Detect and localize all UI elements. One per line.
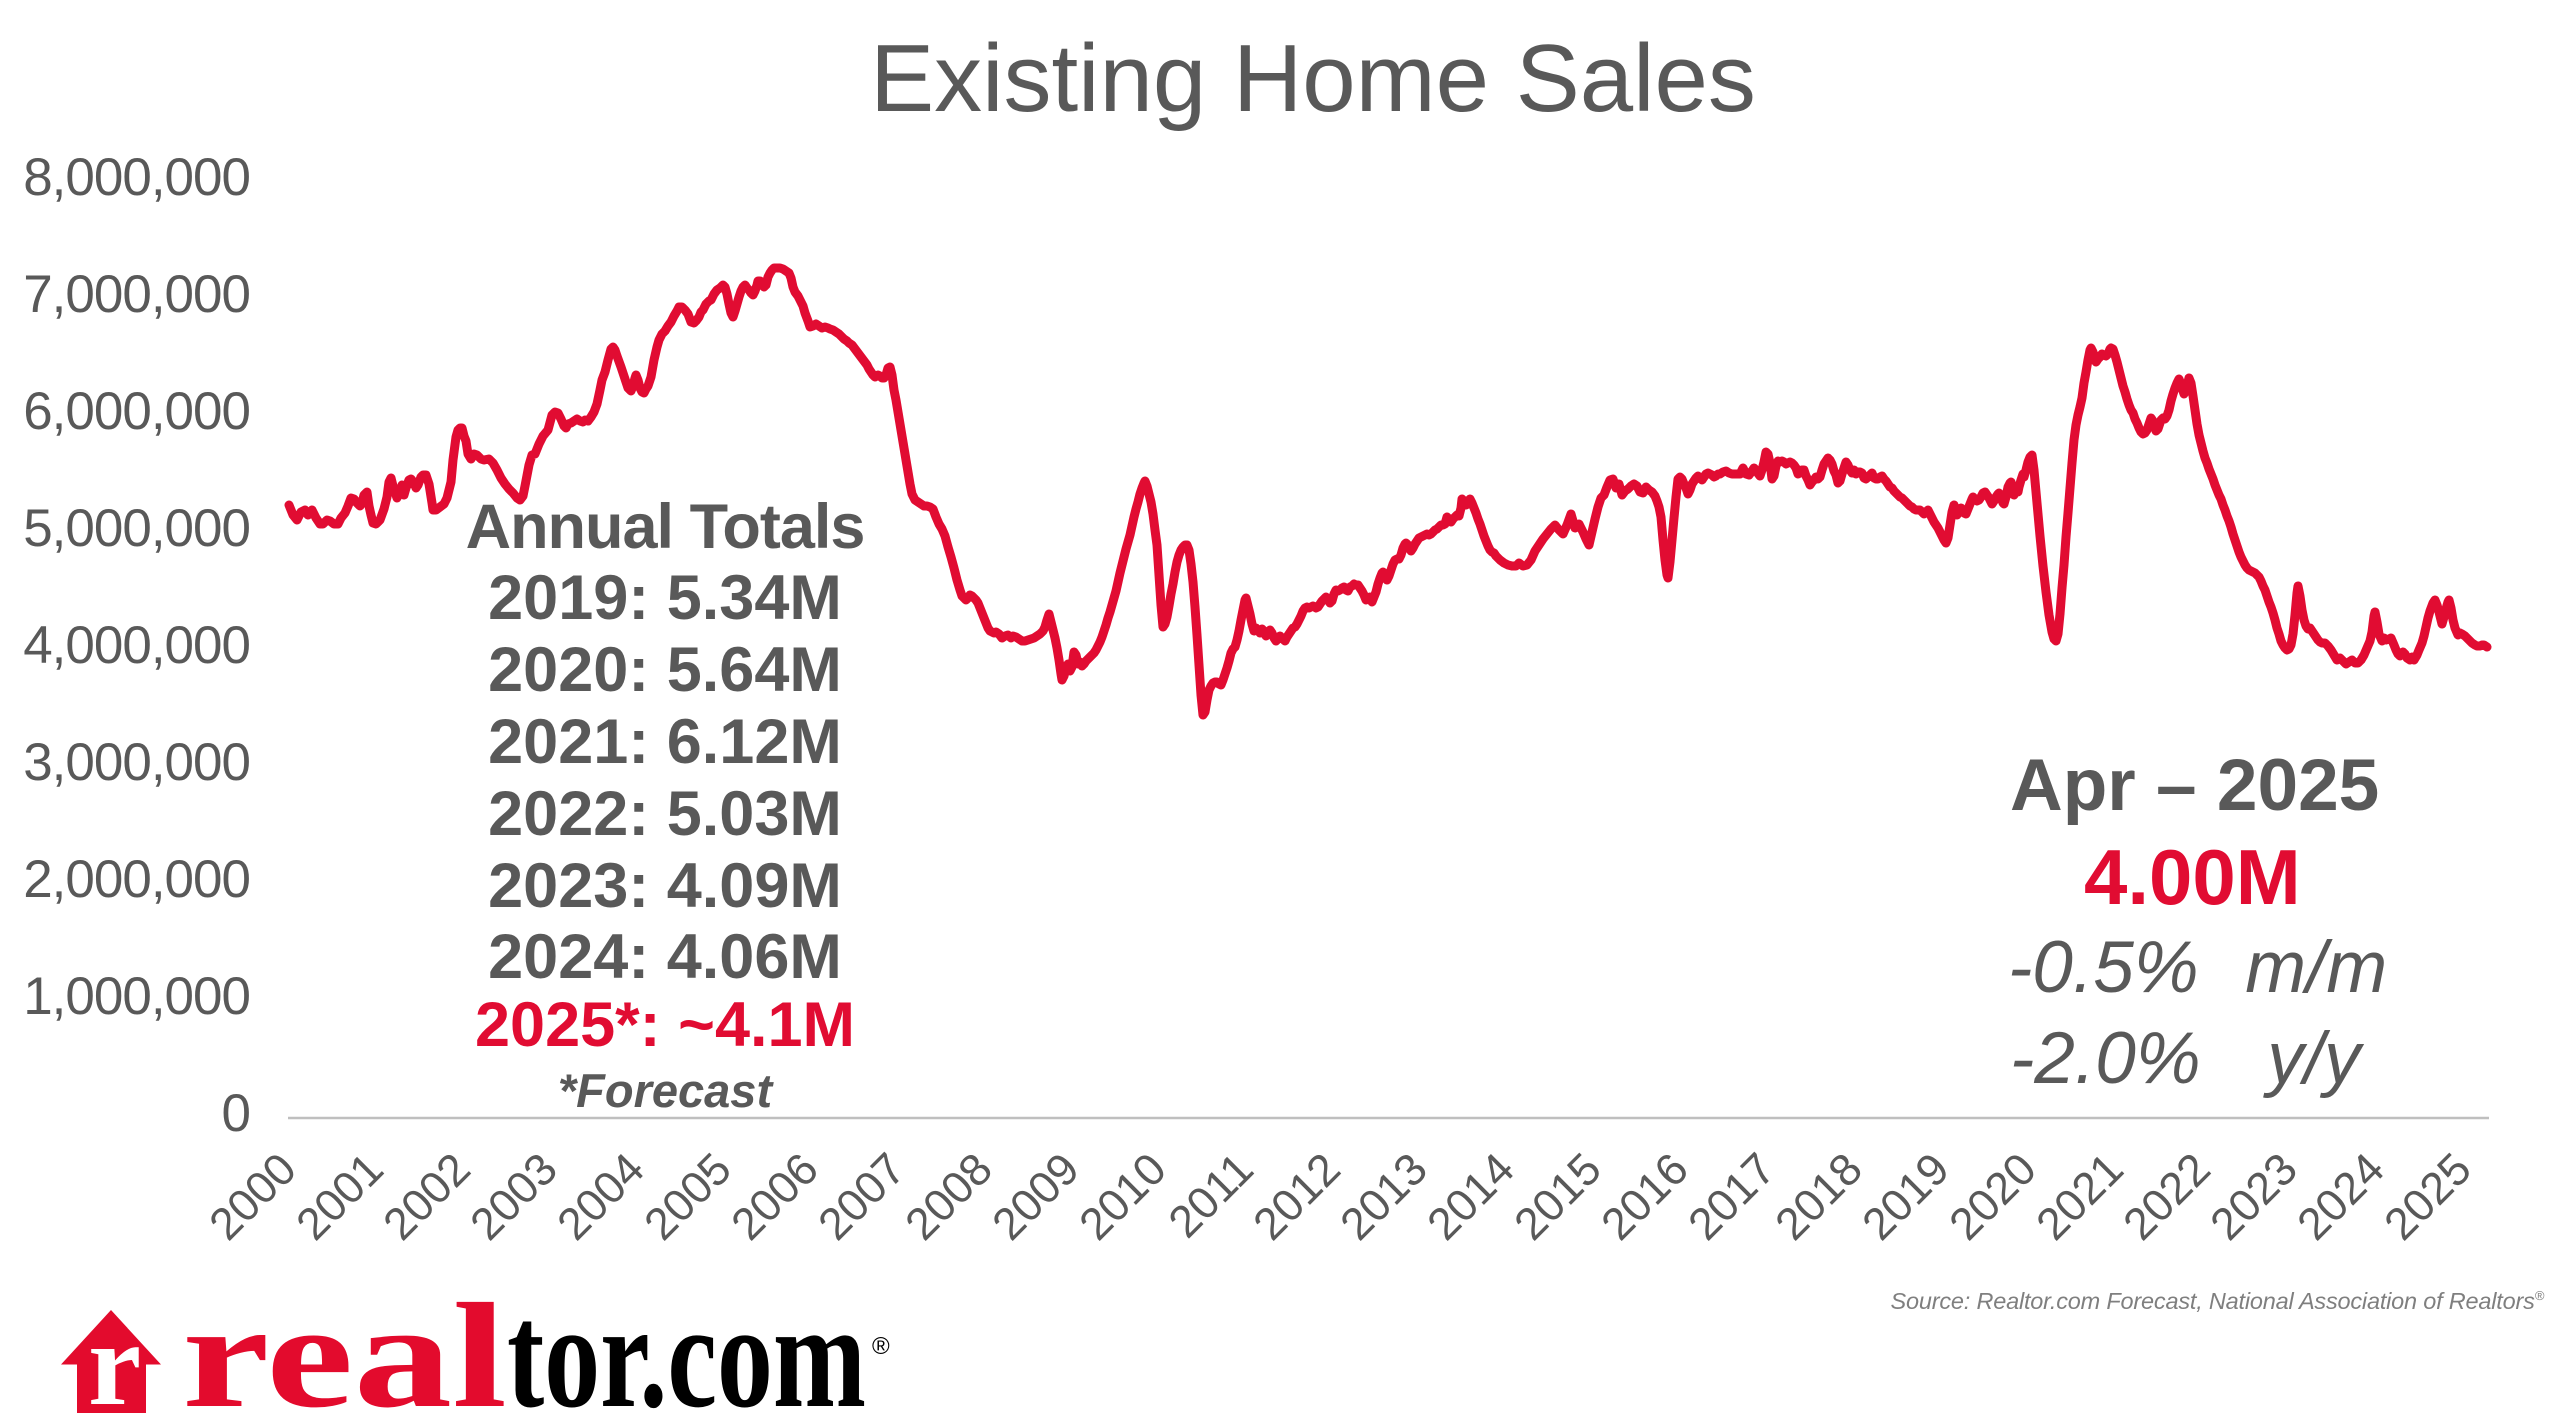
svg-text:r: r bbox=[88, 1297, 141, 1413]
svg-text:®: ® bbox=[872, 1333, 890, 1360]
svg-text:real: real bbox=[182, 1273, 507, 1413]
svg-text:tor.com: tor.com bbox=[507, 1273, 866, 1413]
